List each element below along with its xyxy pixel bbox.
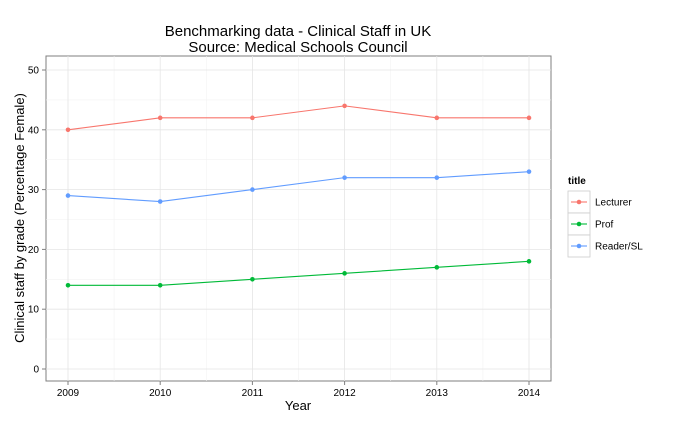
x-tick-label: 2014 <box>518 388 541 399</box>
legend-key-point-prof <box>576 221 582 227</box>
data-point-prof <box>342 271 347 276</box>
series-line-reader-sl <box>67 171 530 203</box>
data-point-reader-sl <box>434 175 440 180</box>
data-point-reader-sl <box>342 175 347 180</box>
series-reader-sl <box>65 169 532 204</box>
data-point-prof <box>250 277 255 282</box>
x-tick-label: 2012 <box>333 388 356 399</box>
x-axis-label: Year <box>285 398 312 413</box>
series-lecturer <box>65 103 532 133</box>
data-point-prof <box>157 282 163 288</box>
data-point-prof <box>65 282 71 288</box>
major-gridlines <box>46 56 551 381</box>
data-point-reader-sl <box>526 169 532 174</box>
legend-label-lecturer: Lecturer <box>595 198 632 209</box>
x-tick-label: 2013 <box>426 388 449 399</box>
chart-subtitle: Source: Medical Schools Council <box>188 39 407 56</box>
chart-title: Benchmarking data - Clinical Staff in UK <box>165 23 432 40</box>
legend-label-reader-sl: Reader/SL <box>595 242 643 253</box>
data-point-lecturer <box>342 103 347 109</box>
legend-title: title <box>568 176 586 187</box>
y-tick-label: 10 <box>28 305 40 316</box>
data-point-reader-sl <box>157 199 163 204</box>
legend-label-prof: Prof <box>595 220 614 231</box>
y-tick-label: 20 <box>28 245 40 256</box>
tick-labels: 2009 2010 2011 2012 2013 2014 0 10 20 30 40 50 <box>28 66 541 400</box>
data-point-prof <box>434 265 440 270</box>
y-tick-label: 30 <box>28 185 40 196</box>
minor-gridlines <box>46 56 551 381</box>
legend: title Lecturer Prof Reader/SL <box>567 176 643 258</box>
data-point-lecturer <box>434 115 440 121</box>
legend-key-point-reader-sl <box>576 243 582 249</box>
series-line-prof <box>68 260 530 286</box>
y-axis-label: Clinical staff by grade (Percentage Fema… <box>12 93 27 343</box>
data-point-lecturer <box>65 127 71 133</box>
series-line-lecturer <box>67 105 529 131</box>
y-tick-label: 40 <box>28 125 40 136</box>
data-point-prof <box>526 259 532 264</box>
data-point-lecturer <box>157 115 163 121</box>
x-tick-label: 2009 <box>57 388 80 399</box>
data-point-reader-sl <box>65 193 71 198</box>
data-point-lecturer <box>250 115 255 121</box>
y-tick-label: 0 <box>33 365 39 376</box>
x-tick-label: 2011 <box>242 388 264 399</box>
data-point-reader-sl <box>250 187 255 192</box>
y-tick-label: 50 <box>28 66 40 77</box>
x-tick-label: 2010 <box>149 388 172 399</box>
series-layer <box>65 103 532 288</box>
series-prof <box>65 259 532 288</box>
data-point-lecturer <box>526 115 532 121</box>
axis-ticks <box>42 69 530 385</box>
legend-key-point-lecturer <box>576 199 582 205</box>
